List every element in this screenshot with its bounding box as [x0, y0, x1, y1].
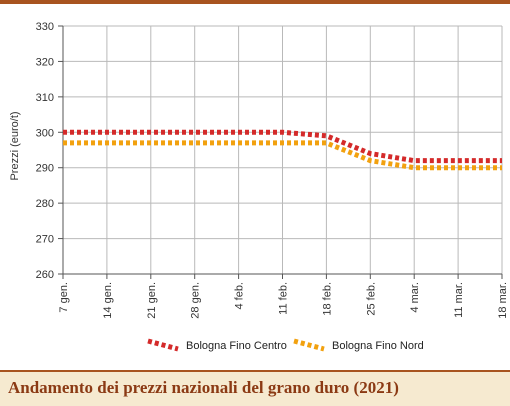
- x-tick-label: 4 mar.: [409, 282, 421, 313]
- x-tick-label: 21 gen.: [146, 282, 158, 319]
- y-tick-label: 260: [36, 269, 54, 281]
- legend: Bologna Fino Centro Bologna Fino Nord: [147, 338, 424, 352]
- x-tick-label: 11 feb.: [278, 282, 290, 315]
- legend-item-1: Bologna Fino Nord: [293, 338, 424, 352]
- caption-bar: Andamento dei prezzi nazionali del grano…: [0, 370, 510, 406]
- x-tick-label: 18 feb.: [321, 282, 333, 316]
- x-tick-label: 25 feb.: [365, 282, 377, 316]
- chart-caption: Andamento dei prezzi nazionali del grano…: [8, 378, 399, 397]
- legend-label: Bologna Fino Centro: [186, 340, 287, 352]
- x-tick-label: 4 feb.: [234, 282, 246, 310]
- legend-item-0: Bologna Fino Centro: [147, 338, 287, 352]
- y-tick-label: 330: [36, 21, 54, 33]
- top-rule: [0, 0, 510, 4]
- x-tick-label: 11 mar.: [453, 282, 465, 318]
- grid-lines: [58, 25, 503, 279]
- x-tick-labels: 7 gen. 14 gen. 21 gen. 28 gen. 4 feb. 11 feb.…: [58, 282, 509, 319]
- x-tick-label: 18 mar.: [497, 282, 509, 319]
- y-axis-label: Prezzi (euro/t): [9, 111, 21, 180]
- line-chart: 260 270 280 290 300 310 320 330 7 gen. 14 gen. 21…: [9, 21, 509, 352]
- legend-swatch: [147, 338, 179, 352]
- y-tick-label: 320: [36, 56, 54, 68]
- y-tick-labels: 260 270 280 290 300 310 320 330: [36, 21, 54, 281]
- x-tick-label: 28 gen.: [190, 282, 202, 319]
- y-tick-label: 280: [36, 198, 54, 210]
- y-tick-label: 290: [36, 163, 54, 175]
- x-tick-label: 7 gen.: [58, 282, 70, 313]
- legend-label: Bologna Fino Nord: [332, 340, 424, 352]
- legend-swatch: [293, 338, 325, 352]
- y-tick-label: 270: [36, 234, 54, 246]
- series-lines: [62, 129, 503, 171]
- x-tick-label: 14 gen.: [102, 282, 114, 319]
- y-tick-label: 300: [36, 127, 54, 139]
- y-tick-label: 310: [36, 92, 54, 104]
